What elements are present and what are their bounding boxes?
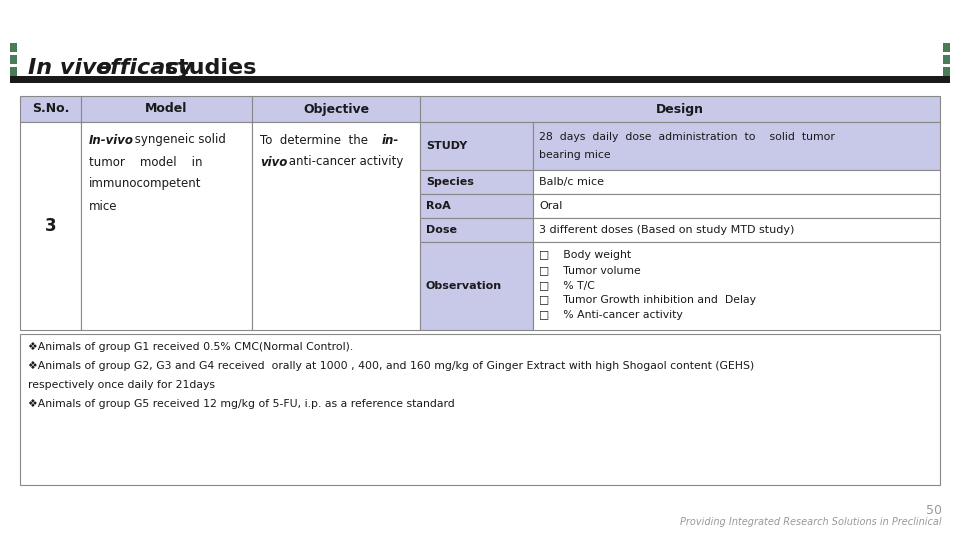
Text: STUDY: STUDY bbox=[426, 141, 468, 151]
Text: □    Tumor volume: □ Tumor volume bbox=[539, 265, 640, 275]
Text: Observation: Observation bbox=[426, 281, 502, 291]
Text: immunocompetent: immunocompetent bbox=[89, 178, 202, 191]
Text: 50: 50 bbox=[926, 503, 942, 516]
Bar bbox=[10, 67, 17, 76]
Text: □    % Anti-cancer activity: □ % Anti-cancer activity bbox=[539, 310, 683, 320]
Text: Oral: Oral bbox=[539, 201, 563, 211]
Text: Objective: Objective bbox=[303, 103, 369, 116]
Bar bbox=[20, 96, 940, 122]
Bar bbox=[10, 43, 17, 52]
Bar bbox=[943, 55, 950, 64]
Bar bbox=[420, 242, 533, 330]
Text: In vivo: In vivo bbox=[28, 58, 119, 78]
Bar bbox=[20, 334, 940, 485]
Text: Model: Model bbox=[145, 103, 188, 116]
Bar bbox=[420, 122, 533, 170]
Bar bbox=[943, 67, 950, 76]
Text: anti-cancer activity: anti-cancer activity bbox=[285, 156, 403, 168]
Bar bbox=[533, 218, 940, 242]
Text: studies: studies bbox=[157, 58, 256, 78]
Bar bbox=[533, 170, 940, 194]
Bar bbox=[943, 43, 950, 52]
Bar bbox=[420, 194, 533, 218]
Text: Balb/c mice: Balb/c mice bbox=[539, 177, 604, 187]
Bar bbox=[10, 76, 950, 83]
Text: Design: Design bbox=[656, 103, 704, 116]
Bar bbox=[533, 194, 940, 218]
Bar bbox=[20, 122, 81, 330]
Text: respectively once daily for 21days: respectively once daily for 21days bbox=[28, 380, 215, 390]
Bar bbox=[420, 170, 533, 194]
Text: ❖Animals of group G1 received 0.5% CMC(Normal Control).: ❖Animals of group G1 received 0.5% CMC(N… bbox=[28, 342, 353, 352]
Text: syngeneic solid: syngeneic solid bbox=[131, 133, 226, 146]
Bar bbox=[533, 242, 940, 330]
Text: efficacy: efficacy bbox=[95, 58, 193, 78]
Bar bbox=[420, 218, 533, 242]
Text: Dose: Dose bbox=[426, 225, 457, 235]
Text: vivo: vivo bbox=[260, 156, 287, 168]
Text: mice: mice bbox=[89, 199, 117, 213]
Text: 28  days  daily  dose  administration  to    solid  tumor: 28 days daily dose administration to sol… bbox=[539, 132, 835, 142]
Text: ❖Animals of group G2, G3 and G4 received  orally at 1000 , 400, and 160 mg/kg of: ❖Animals of group G2, G3 and G4 received… bbox=[28, 361, 755, 371]
Text: □    Body weight: □ Body weight bbox=[539, 250, 631, 260]
Text: 3: 3 bbox=[45, 217, 57, 235]
Text: □    Tumor Growth inhibition and  Delay: □ Tumor Growth inhibition and Delay bbox=[539, 295, 756, 305]
Bar bbox=[252, 122, 420, 330]
Text: RoA: RoA bbox=[426, 201, 451, 211]
Text: To  determine  the: To determine the bbox=[260, 133, 375, 146]
Text: In-vivo: In-vivo bbox=[89, 133, 134, 146]
Text: □    % T/C: □ % T/C bbox=[539, 280, 595, 290]
Bar bbox=[10, 55, 17, 64]
Text: 3 different doses (Based on study MTD study): 3 different doses (Based on study MTD st… bbox=[539, 225, 794, 235]
Text: bearing mice: bearing mice bbox=[539, 150, 611, 160]
Text: Species: Species bbox=[426, 177, 474, 187]
Text: in-: in- bbox=[382, 133, 399, 146]
Bar bbox=[533, 122, 940, 170]
Text: Providing Integrated Research Solutions in Preclinical: Providing Integrated Research Solutions … bbox=[681, 517, 942, 527]
Text: ❖Animals of group G5 received 12 mg/kg of 5-FU, i.p. as a reference standard: ❖Animals of group G5 received 12 mg/kg o… bbox=[28, 399, 455, 409]
Bar bbox=[81, 122, 252, 330]
Text: tumor    model    in: tumor model in bbox=[89, 156, 203, 168]
Text: S.No.: S.No. bbox=[32, 103, 69, 116]
